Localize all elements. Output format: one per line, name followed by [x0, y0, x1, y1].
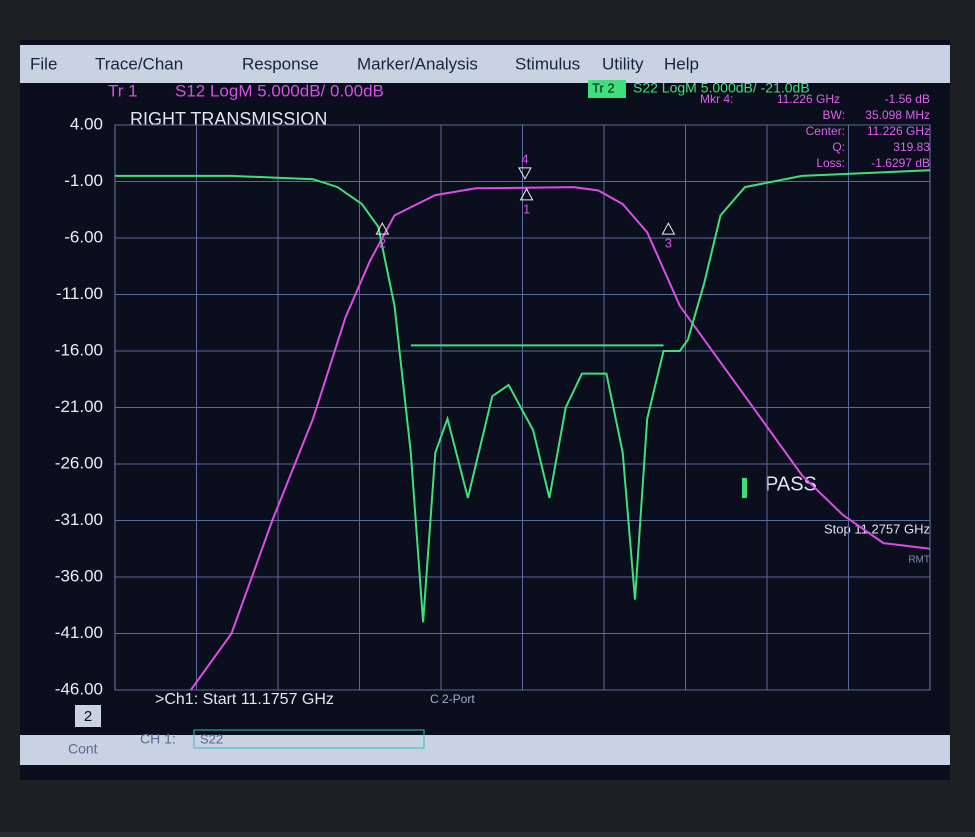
readout-text: Loss: — [816, 156, 845, 170]
readout-text: 11.226 GHz — [867, 124, 930, 138]
rmt: RMT — [908, 555, 930, 566]
pass-text: PASS — [765, 473, 817, 495]
y-tick-label: -11.00 — [56, 284, 103, 303]
menu-item: Utility — [602, 54, 644, 73]
tr1-label: Tr 1 — [108, 81, 138, 100]
y-tick-label: -26.00 — [55, 453, 103, 472]
readout-text: -1.6297 dB — [871, 156, 930, 170]
screen: File Trace/Chan Response Marker/Analysis Sti… — [0, 0, 975, 832]
marker-label: 3 — [665, 236, 672, 251]
y-tick-label: -36.00 — [55, 566, 103, 585]
port-label: C 2-Port — [430, 692, 475, 706]
readout-text: Q: — [832, 140, 845, 154]
y-tick-label: -41.00 — [55, 623, 103, 642]
menu-item: Stimulus — [515, 54, 580, 73]
readout-text: 35.098 MHz — [865, 108, 930, 122]
cont: Cont — [68, 741, 98, 757]
marker-label: 1 — [523, 201, 530, 216]
y-tick-label: -1.00 — [64, 171, 103, 190]
menu-item: Help — [664, 54, 699, 73]
menu-item: Marker/Analysis — [357, 54, 478, 73]
y-tick-label: -46.00 — [55, 679, 103, 698]
y-tick-label: -16.00 — [55, 340, 103, 359]
page: File Trace/Chan Response Marker/Analysis Sti… — [0, 0, 975, 832]
marker-label: 2 — [379, 236, 386, 251]
readout-text: Mkr 4: — [700, 92, 733, 106]
y-tick-label: -21.00 — [55, 397, 103, 416]
tr1-desc: S12 LogM 5.000dB/ 0.00dB — [175, 81, 384, 100]
display — [20, 40, 950, 780]
marker-label: 4 — [521, 151, 528, 166]
y-tick-label: -31.00 — [55, 510, 103, 529]
readout-text: -1.56 dB — [885, 92, 930, 106]
pass-flag — [742, 478, 747, 498]
stop-label: Stop 11.2757 GHz — [824, 521, 930, 536]
chart-title: RIGHT TRANSMISSION — [130, 109, 327, 129]
menu-item: Response — [242, 54, 319, 73]
param: S22 — [200, 731, 223, 746]
menu-item: File — [30, 54, 57, 73]
y-tick-label: -6.00 — [64, 227, 103, 246]
start-label: >Ch1: Start 11.1757 GHz — [155, 691, 334, 708]
y-tick-label: 4.00 — [70, 114, 103, 133]
channel-number: 2 — [84, 708, 92, 725]
readout-text: 11.226 GHz — [777, 92, 840, 106]
tr2-label: Tr 2 — [592, 80, 615, 95]
readout-text: 319.83 — [893, 140, 930, 154]
menu-item: Trace/Chan — [95, 54, 183, 73]
readout-text: Center: — [806, 124, 845, 138]
ch-label: CH 1: — [140, 731, 176, 747]
readout-text: BW: — [823, 108, 845, 122]
